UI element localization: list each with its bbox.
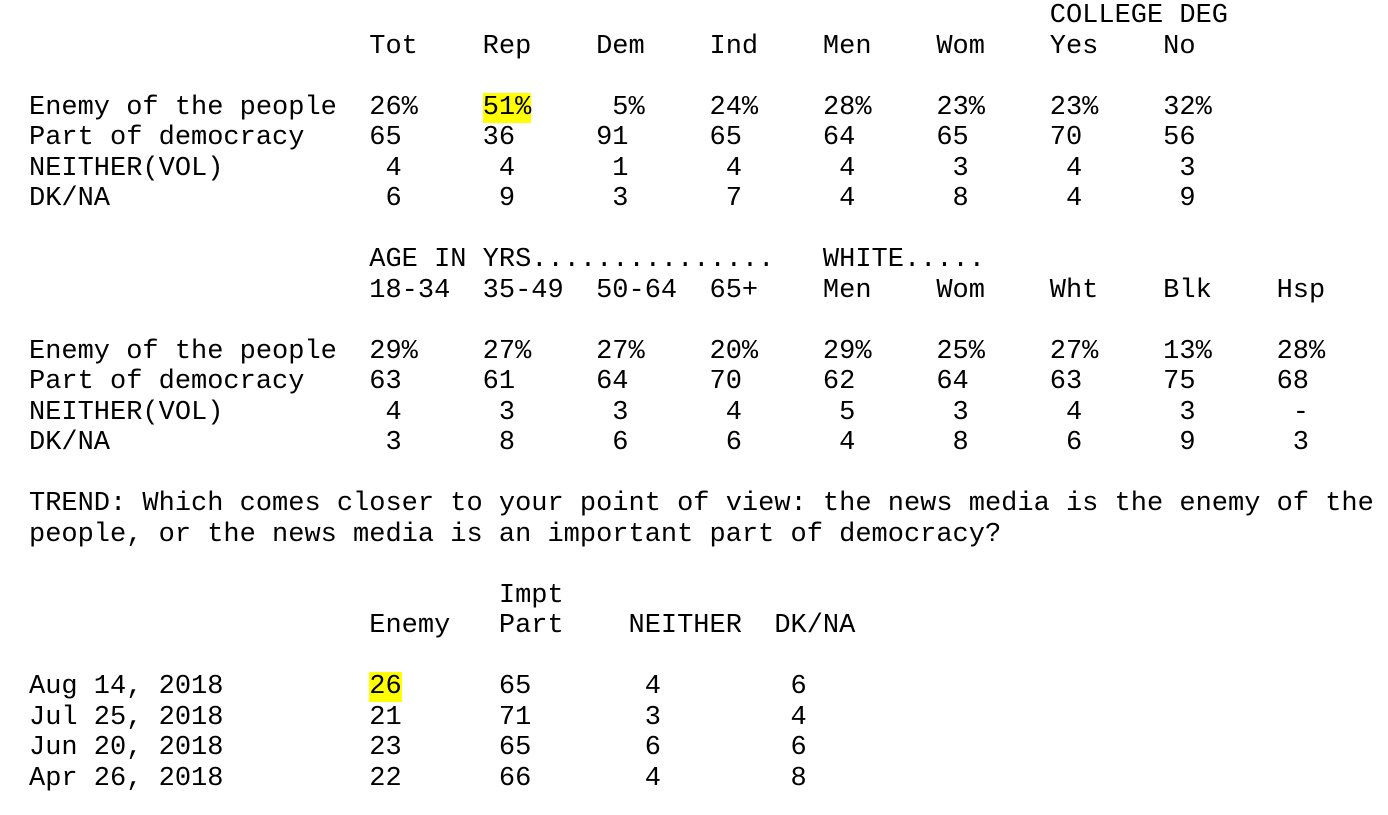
poll-crosstab-text: COLLEGE DEG Tot Rep Dem Ind Men Wom Yes … — [29, 1, 1374, 794]
highlight: 26 — [369, 672, 402, 702]
highlight: 51% — [482, 92, 532, 123]
